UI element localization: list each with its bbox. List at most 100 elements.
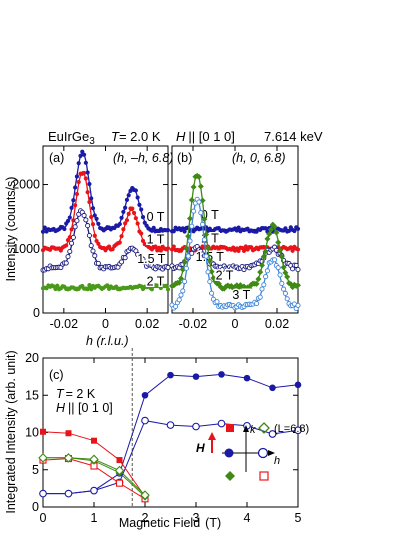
panel-a-data-point [95, 260, 101, 266]
panel-a-x-axis-label: h (r.l.u.) [86, 334, 129, 348]
panel-c-temperature: T = 2 K [56, 387, 96, 401]
panel-a-data-point [63, 260, 69, 266]
panel-a-data-point [74, 174, 80, 179]
panel-c-x-tick-label: 5 [295, 511, 302, 525]
panel-b-data-point [284, 296, 290, 302]
panel-a-data-point [83, 176, 88, 181]
panel-a-data-point [139, 207, 144, 212]
panel-b-data-point [207, 279, 213, 285]
panel-b-data-point [214, 299, 220, 305]
panel-a-series-label: 1 T [147, 233, 165, 247]
panel-b-data-point [284, 273, 291, 280]
panel-c-marker [294, 426, 302, 435]
panel-a-data-point [71, 198, 76, 203]
panel-a-data-point [119, 234, 124, 239]
panel-b-data-point [295, 226, 301, 232]
panel-a-series-label: 0 T [147, 210, 165, 224]
panel-a-data-point [105, 283, 110, 288]
panel-b-data-point [196, 199, 202, 205]
panel-c-marker [141, 416, 149, 425]
panel-b-data-point [278, 253, 285, 260]
panel-b-x-tick-label: 0 [232, 317, 239, 331]
panel-b-data-point [264, 268, 270, 274]
panel-b-data-point [236, 248, 241, 253]
panel-c-x-tick-label: 0 [40, 511, 47, 525]
panel-a: -0.02 0 0.02 0 1000 2000 0 T 1 T 1.5 T 2 T [12, 146, 171, 331]
panel-b-data-point [176, 279, 183, 286]
panel-b-series-label: 1.5 T [196, 250, 225, 264]
panel-a-data-point [88, 243, 94, 249]
panel-a-data-point [96, 221, 101, 226]
panel-a-data-point [67, 235, 72, 240]
panel-b-data-point [216, 248, 221, 254]
panel-b-data-point [185, 253, 191, 259]
panel-b-data-point [214, 245, 220, 250]
panel-b-data-point [188, 196, 195, 203]
panel-c: 0 1 2 3 4 5 0 5 10 15 20 [25, 348, 302, 525]
panel-a-data-point [65, 218, 71, 224]
inset-field-arrowhead [208, 432, 216, 440]
panel-a-data-point [70, 234, 76, 240]
panel-b-data-point [231, 245, 236, 250]
panel-c-marker [243, 374, 251, 382]
panel-a-x-tick-label: -0.02 [50, 317, 79, 331]
panel-b-data-point [275, 265, 281, 271]
panel-c-y-tick-label: 0 [32, 500, 39, 514]
panel-b-data-point [205, 269, 211, 275]
panel-a-data-point [85, 287, 90, 292]
panel-a-data-point [74, 191, 80, 197]
panel-b-data-point [203, 253, 209, 259]
panel-c-marker [217, 419, 226, 428]
panel-a-data-point [126, 211, 131, 216]
panel-b-data-point [203, 231, 210, 238]
inset-H-label: H [196, 441, 205, 455]
panel-ab-y-axis-label: Intensity (counts/s) [4, 177, 18, 282]
panel-a-data-point [71, 218, 76, 223]
panel-a-y-tick-label: 2000 [12, 178, 40, 192]
panel-c-y-tick-label: 20 [25, 351, 39, 365]
panel-a-y-tick-label: 1000 [12, 242, 40, 256]
panel-a-data-point [140, 238, 146, 243]
panel-a-data-point [58, 248, 63, 253]
panel-b-data-point [282, 290, 288, 296]
panel-a-data-point [85, 190, 90, 195]
panel-b-data-point [260, 253, 267, 260]
panel-a-data-point [121, 209, 126, 214]
panel-c-marker [90, 486, 98, 495]
panel-a-data-point [165, 287, 171, 292]
panel-c-marker [89, 454, 99, 465]
panel-c-marker [38, 453, 48, 463]
panel-b-data-point [189, 223, 195, 229]
panel-a-data-point [131, 210, 137, 216]
panel-b-data-point [266, 231, 273, 238]
panel-b-series-label: 2 T [216, 269, 234, 283]
panel-c-marker [268, 430, 277, 438]
inset-open-circle-marker [257, 447, 269, 459]
panel-c-y-tick-label: 10 [25, 426, 39, 440]
panel-c-marker [218, 371, 225, 378]
inset-filled-square-marker [226, 424, 234, 432]
panel-a-data-point [90, 222, 96, 227]
panel-a-data-point [81, 152, 87, 157]
panel-a-data-point [86, 232, 92, 239]
panel-b-series-label: 3 T [232, 288, 250, 302]
panel-b-data-point [201, 237, 207, 243]
panel-b-data-point [288, 245, 293, 250]
energy-label: 7.614 keV [264, 129, 323, 144]
panel-a-data-point [121, 227, 126, 232]
panel-b-label: (b) [177, 151, 192, 165]
panel-b-data-point [286, 228, 292, 234]
panel-a-data-point [65, 254, 71, 260]
panel-a-label: (a) [49, 151, 64, 165]
inset-open-square-marker [259, 471, 269, 481]
panel-b-data-point [290, 248, 295, 253]
panel-a-data-point [117, 221, 122, 227]
panel-a-data-point [153, 244, 158, 249]
panel-c-marker [192, 373, 200, 380]
panel-b-data-point [182, 229, 187, 234]
panel-a-data-point [85, 170, 90, 175]
panel-a-data-point [72, 224, 78, 230]
panel-c-label: (c) [49, 368, 64, 382]
panel-b-data-point [180, 226, 185, 231]
panel-c-x-tick-label: 3 [193, 511, 200, 525]
